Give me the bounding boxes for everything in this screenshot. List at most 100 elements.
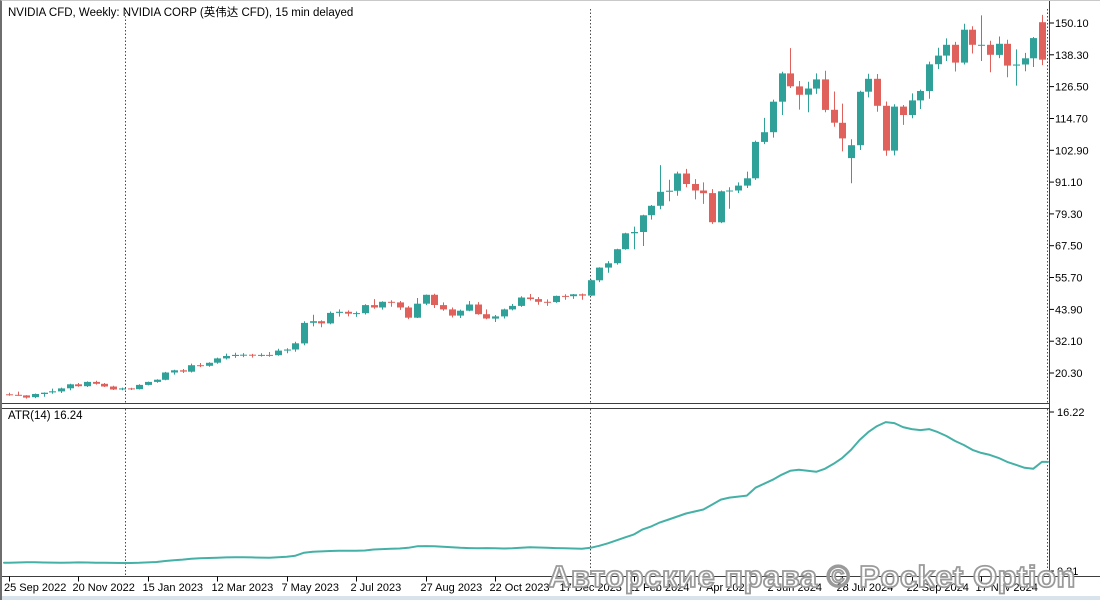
candle-body xyxy=(292,343,299,350)
candle-body xyxy=(318,321,325,324)
candle-body xyxy=(93,381,100,384)
candle-body xyxy=(883,105,890,151)
candle-body xyxy=(744,178,751,186)
candle-body xyxy=(674,173,681,191)
candle-body xyxy=(969,29,976,45)
time-axis-label: 22 Oct 2023 xyxy=(490,582,550,594)
candle-body xyxy=(978,44,985,46)
price-axis-label: 150.10 xyxy=(1055,18,1089,30)
atr-polyline xyxy=(3,421,1049,564)
candle-body xyxy=(171,370,178,373)
price-axis-label: 20.30 xyxy=(1055,368,1083,380)
atr-axis-label: 0.21 xyxy=(1057,566,1078,578)
candle-body xyxy=(822,79,829,110)
price-axis-label: 114.70 xyxy=(1055,114,1088,126)
candle-body xyxy=(544,301,551,303)
candle-body xyxy=(509,305,516,310)
candle-body xyxy=(917,91,924,101)
candle-body xyxy=(266,354,273,356)
candle-body xyxy=(865,78,872,92)
candle-body xyxy=(570,294,577,297)
candle-body xyxy=(249,354,256,356)
candle-body xyxy=(58,388,65,392)
candle-body xyxy=(579,294,586,296)
candle-body xyxy=(206,362,213,366)
candle-body xyxy=(831,109,838,123)
candle-body xyxy=(492,316,499,319)
candle-body xyxy=(726,190,733,192)
candle-body xyxy=(752,141,759,179)
candle-body xyxy=(709,193,716,223)
candle-body xyxy=(891,106,898,151)
candle-body xyxy=(1030,38,1037,59)
candle-body xyxy=(796,86,803,95)
candle-body xyxy=(787,73,794,87)
price-axis-label: 138.30 xyxy=(1055,50,1089,62)
candle-body xyxy=(648,205,655,216)
candle-body xyxy=(388,301,395,303)
candle-body xyxy=(692,184,699,191)
candle-body xyxy=(440,305,447,310)
candle-body xyxy=(41,392,48,394)
candle-body xyxy=(666,190,673,192)
time-axis-label: 25 Sep 2022 xyxy=(4,582,66,594)
time-axis-label: 20 Nov 2022 xyxy=(73,582,135,594)
candle-body xyxy=(718,191,725,223)
candle-body xyxy=(284,349,291,351)
price-axis-label: 91.10 xyxy=(1055,177,1083,189)
candle-body xyxy=(336,311,343,313)
candle-body xyxy=(119,388,126,390)
period-separators xyxy=(125,9,1048,576)
candle-body xyxy=(449,309,456,316)
candle-body xyxy=(128,388,135,390)
candle-body xyxy=(1013,64,1020,66)
candle-body xyxy=(874,78,881,106)
candle-body xyxy=(49,391,56,393)
candle-body xyxy=(935,55,942,65)
candle-body xyxy=(327,312,334,324)
price-axis-label: 32.10 xyxy=(1055,336,1083,348)
candle-body xyxy=(405,307,412,318)
time-axis-label: 7 May 2023 xyxy=(282,582,339,594)
candle-body xyxy=(839,122,846,139)
candle-body xyxy=(84,381,91,387)
candle-body xyxy=(353,313,360,315)
candle-body xyxy=(961,29,968,63)
candlestick-series[interactable] xyxy=(6,14,1046,399)
price-axis-label: 79.30 xyxy=(1055,209,1083,221)
candle-body xyxy=(909,100,916,115)
candle-body xyxy=(301,322,308,344)
time-axis-label: 2 Jul 2023 xyxy=(351,582,402,594)
atr-line[interactable] xyxy=(3,421,1049,564)
candle-body xyxy=(640,215,647,232)
candle-body xyxy=(683,173,690,184)
candle-body xyxy=(275,350,282,356)
candle-body xyxy=(232,354,239,356)
atr-axis-label: 16.22 xyxy=(1057,407,1085,419)
time-axis[interactable]: 25 Sep 2022 20 Nov 2022 15 Jan 2023 12 Mar … xyxy=(4,576,1038,595)
candle-body xyxy=(735,185,742,191)
candle-body xyxy=(466,304,473,311)
candle-body xyxy=(397,302,404,308)
price-axis-label: 55.70 xyxy=(1055,273,1083,285)
candle-body xyxy=(553,295,560,303)
time-axis-label: 28 Jul 2024 xyxy=(837,582,894,594)
candle-body xyxy=(362,305,369,314)
time-axis-label: 12 Mar 2023 xyxy=(212,582,274,594)
candle-body xyxy=(110,386,117,390)
atr-indicator-label: ATR(14) 16.24 xyxy=(8,410,83,422)
candle-body xyxy=(67,384,74,389)
candle-body xyxy=(431,294,438,305)
candle-body xyxy=(631,232,638,234)
price-axis-label: 43.90 xyxy=(1055,304,1083,316)
symbol-title: NVIDIA CFD, Weekly: NVIDIA CORP (英伟达 CFD… xyxy=(8,7,354,19)
candle-body xyxy=(423,294,430,304)
candle-body xyxy=(562,295,569,297)
time-axis-label: 15 Jan 2023 xyxy=(143,582,204,594)
candle-body xyxy=(848,145,855,159)
candle-body xyxy=(154,379,161,382)
time-axis-label: 17 Nov 2024 xyxy=(976,582,1038,594)
candle-body xyxy=(805,88,812,95)
